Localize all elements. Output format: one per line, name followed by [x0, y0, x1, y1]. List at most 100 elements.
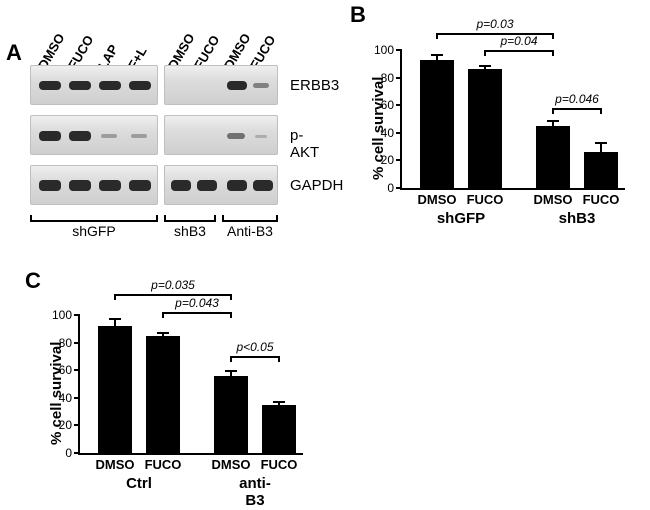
band	[99, 81, 121, 90]
y-tick	[74, 424, 80, 426]
significance-drop	[484, 50, 486, 56]
y-tick-label: 80	[59, 336, 72, 350]
significance-drop	[114, 294, 116, 300]
y-tick-label: 60	[381, 98, 394, 112]
blot-half	[164, 65, 278, 105]
band	[39, 180, 61, 191]
band	[39, 131, 61, 141]
significance-drop	[278, 356, 280, 362]
y-tick-label: 0	[65, 446, 72, 460]
y-tick-label: 60	[59, 363, 72, 377]
y-tick	[396, 159, 402, 161]
y-tick-label: 40	[59, 391, 72, 405]
y-tick-label: 100	[52, 308, 72, 322]
x-tick-label: FUCO	[261, 457, 298, 472]
group-label: anti-B3	[231, 475, 279, 509]
y-tick	[74, 369, 80, 371]
y-tick	[396, 104, 402, 106]
blot-half	[164, 165, 278, 205]
row-label: ERBB3	[290, 77, 339, 94]
x-tick-label: DMSO	[212, 457, 251, 472]
band	[197, 180, 217, 191]
brace-label: Anti-B3	[218, 223, 282, 239]
y-tick	[396, 77, 402, 79]
y-tick	[74, 452, 80, 454]
blot-half	[30, 65, 158, 105]
blot-half	[30, 115, 158, 155]
bar	[420, 60, 454, 188]
band	[171, 180, 191, 191]
band	[227, 180, 247, 191]
error-bar	[484, 65, 486, 69]
error-bar	[278, 401, 280, 405]
y-tick-label: 0	[387, 181, 394, 195]
significance-text: p=0.035	[151, 278, 195, 292]
error-bar	[230, 370, 232, 376]
significance-text: p=0.03	[476, 17, 513, 31]
significance-bracket	[553, 108, 601, 110]
group-label: shB3	[559, 210, 596, 227]
bar	[584, 152, 618, 188]
group-label: Ctrl	[126, 475, 152, 492]
y-tick	[396, 49, 402, 51]
significance-drop	[552, 108, 554, 114]
band	[69, 131, 91, 141]
x-tick-label: FUCO	[145, 457, 182, 472]
x-tick-label: DMSO	[418, 192, 457, 207]
y-tick	[396, 132, 402, 134]
significance-drop	[552, 33, 554, 39]
error-bar	[436, 54, 438, 60]
error-bar	[600, 142, 602, 152]
brace-label: shB3	[160, 223, 220, 239]
band	[129, 180, 151, 191]
figure-root: A DMSO FUCO LAP F+L DMSO FUCO DMSO FUCO	[0, 0, 650, 510]
y-tick	[74, 397, 80, 399]
row-label: p-AKT	[290, 127, 319, 161]
significance-drop	[600, 108, 602, 114]
blot-half	[30, 165, 158, 205]
significance-text: p=0.043	[175, 296, 219, 310]
bar	[146, 336, 180, 453]
blot-half	[164, 115, 278, 155]
bar	[262, 405, 296, 453]
band	[253, 180, 273, 191]
panel-a-label: A	[6, 40, 22, 66]
y-tick	[74, 314, 80, 316]
y-tick	[396, 187, 402, 189]
bar	[214, 376, 248, 453]
band	[253, 83, 269, 88]
x-tick-label: FUCO	[467, 192, 504, 207]
band	[255, 135, 267, 138]
significance-drop	[436, 33, 438, 39]
plot-area: 020406080100DMSOFUCODMSOFUCOshGFPshB3p=0…	[400, 50, 625, 190]
band	[39, 81, 61, 90]
band	[129, 81, 151, 90]
row-label: GAPDH	[290, 177, 343, 194]
band	[101, 134, 117, 138]
significance-drop	[230, 294, 232, 300]
panel-b-chart: % cell survival 020406080100DMSOFUCODMSO…	[400, 30, 635, 240]
panel-c-chart: % cell survival 020406080100DMSOFUCODMSO…	[78, 295, 313, 505]
band	[99, 180, 121, 191]
y-tick-label: 20	[381, 153, 394, 167]
x-tick-label: DMSO	[96, 457, 135, 472]
error-bar	[114, 318, 116, 326]
significance-bracket	[231, 356, 279, 358]
panel-b-label: B	[350, 2, 366, 28]
significance-drop	[162, 312, 164, 318]
band	[227, 81, 247, 90]
error-bar	[162, 332, 164, 336]
band	[69, 180, 91, 191]
band	[69, 81, 91, 90]
brace-label: shGFP	[30, 223, 158, 239]
y-tick-label: 20	[59, 418, 72, 432]
error-bar	[552, 120, 554, 126]
panel-a-blot: DMSO FUCO LAP F+L DMSO FUCO DMSO FUCO E	[30, 15, 325, 255]
significance-drop	[230, 356, 232, 362]
bar	[468, 69, 502, 188]
plot-area: 020406080100DMSOFUCODMSOFUCOCtrlanti-B3p…	[78, 315, 303, 455]
bar	[98, 326, 132, 453]
y-tick-label: 40	[381, 126, 394, 140]
significance-bracket	[485, 50, 553, 52]
x-tick-label: DMSO	[534, 192, 573, 207]
